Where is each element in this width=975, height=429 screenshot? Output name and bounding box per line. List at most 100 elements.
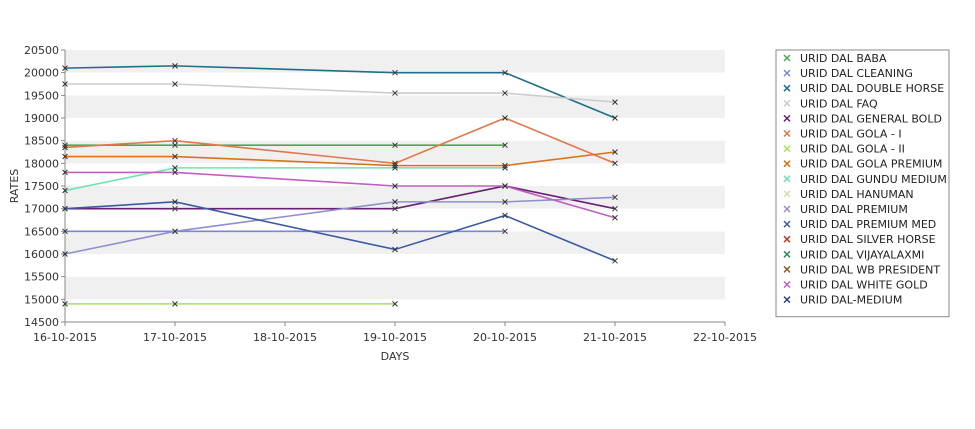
data-point-marker xyxy=(392,199,398,205)
y-tick-label: 15500 xyxy=(24,271,59,284)
legend-label: URID DAL BABA xyxy=(800,52,887,65)
y-tick-label: 17000 xyxy=(24,203,59,216)
grid-band xyxy=(65,140,725,164)
legend-marker xyxy=(783,114,791,122)
legend-marker xyxy=(783,220,791,228)
data-point-marker xyxy=(502,228,508,235)
legend-label: URID DAL SILVER HORSE xyxy=(800,233,936,246)
data-point-marker xyxy=(172,63,178,69)
x-tick-label: 16-10-2015 xyxy=(33,331,97,344)
legend-marker xyxy=(783,129,791,138)
legend-item: URID DAL VIJAYALAXMI xyxy=(783,248,924,261)
data-point-marker xyxy=(62,65,68,71)
data-point-marker xyxy=(62,81,68,87)
data-point-marker xyxy=(612,205,618,212)
y-axis-title: RATES xyxy=(8,169,21,204)
x-tick-label: 20-10-2015 xyxy=(473,331,537,344)
grid-band xyxy=(65,299,725,322)
data-point-marker xyxy=(172,199,178,205)
data-point-marker xyxy=(502,165,508,171)
data-point-marker xyxy=(502,142,508,149)
data-point-marker xyxy=(172,137,178,144)
legend-marker xyxy=(783,99,791,107)
data-point-marker xyxy=(172,81,178,87)
legend-item: URID DAL HANUMAN xyxy=(783,188,914,201)
grid-band xyxy=(65,208,725,232)
legend-label: URID DAL VIJAYALAXMI xyxy=(800,248,924,261)
legend-marker xyxy=(783,190,791,198)
y-tick-label: 19000 xyxy=(24,112,59,125)
grid-band xyxy=(65,50,725,73)
data-point-marker xyxy=(612,194,618,201)
legend-item: URID DAL PREMIUM MED xyxy=(783,218,936,231)
data-point-marker xyxy=(392,162,398,169)
legend-marker xyxy=(783,145,791,153)
data-point-marker xyxy=(62,228,68,235)
data-point-marker xyxy=(502,115,508,121)
data-point-marker xyxy=(62,187,68,194)
legend-marker xyxy=(783,265,791,273)
legend-item: URID DAL SILVER HORSE xyxy=(783,233,936,246)
legend-marker xyxy=(783,205,791,213)
grid-band xyxy=(65,163,725,186)
series-points xyxy=(62,63,618,307)
legend-label: URID DAL FAQ xyxy=(800,97,878,110)
grid-band xyxy=(65,72,725,96)
data-point-marker xyxy=(612,115,618,121)
y-tick-label: 18000 xyxy=(24,157,59,170)
x-tick-label: 18-10-2015 xyxy=(253,331,317,344)
legend-item: URID DAL GENERAL BOLD xyxy=(783,112,942,125)
legend-label: URID DAL GOLA PREMIUM xyxy=(800,158,942,171)
data-point-marker xyxy=(612,257,618,264)
data-point-marker xyxy=(502,183,508,189)
y-tick-label: 16000 xyxy=(24,248,59,261)
legend-marker xyxy=(783,296,791,304)
grid-band xyxy=(65,231,725,254)
data-point-marker xyxy=(172,165,178,171)
axes xyxy=(64,50,725,323)
data-point-marker xyxy=(392,228,398,235)
data-point-marker xyxy=(612,160,618,167)
data-point-marker xyxy=(502,212,508,219)
data-point-marker xyxy=(172,228,178,235)
legend-item: URID DAL FAQ xyxy=(783,97,878,110)
legend-label: URID DAL GENERAL BOLD xyxy=(800,112,942,125)
legend-marker xyxy=(783,84,791,92)
data-point-marker xyxy=(392,69,398,76)
legend-item: URID DAL BABA xyxy=(783,52,887,65)
legend-label: URID DAL WHITE GOLD xyxy=(800,279,928,292)
legend-label: URID DAL CLEANING xyxy=(800,67,913,80)
y-tick-label: 20000 xyxy=(24,67,59,80)
x-tick-label: 17-10-2015 xyxy=(143,331,207,344)
x-axis-title: DAYS xyxy=(381,350,410,363)
legend-item: URID DAL GOLA PREMIUM xyxy=(783,158,942,171)
legend-item: URID DAL WB PRESIDENT xyxy=(783,263,940,276)
data-point-marker xyxy=(392,183,398,189)
data-point-marker xyxy=(172,153,178,160)
legend-marker xyxy=(783,280,791,289)
legend-label: URID DAL-MEDIUM xyxy=(800,294,902,307)
grid-band xyxy=(65,254,725,277)
y-tick-label: 17500 xyxy=(24,180,59,193)
data-point-marker xyxy=(172,169,178,176)
data-point-marker xyxy=(502,199,508,205)
data-point-marker xyxy=(62,169,68,176)
data-point-marker xyxy=(62,142,68,149)
plot-background-bands xyxy=(65,50,725,322)
data-point-marker xyxy=(392,246,398,253)
legend-item: URID DAL CLEANING xyxy=(783,67,913,80)
data-point-marker xyxy=(172,205,178,212)
legend-item: URID DAL-MEDIUM xyxy=(783,294,902,307)
data-point-marker xyxy=(392,90,398,96)
legend-marker xyxy=(783,235,791,243)
legend-label: URID DAL GOLA - II xyxy=(800,143,905,156)
data-point-marker xyxy=(612,214,618,221)
grid-band xyxy=(65,95,725,118)
legend-marker xyxy=(783,69,791,77)
data-point-marker xyxy=(62,251,68,257)
y-tick-label: 18500 xyxy=(24,135,59,148)
series-line xyxy=(64,167,505,192)
legend-item: URID DAL GOLA - II xyxy=(783,143,905,156)
legend-label: URID DAL GUNDU MEDIUM xyxy=(800,173,947,186)
